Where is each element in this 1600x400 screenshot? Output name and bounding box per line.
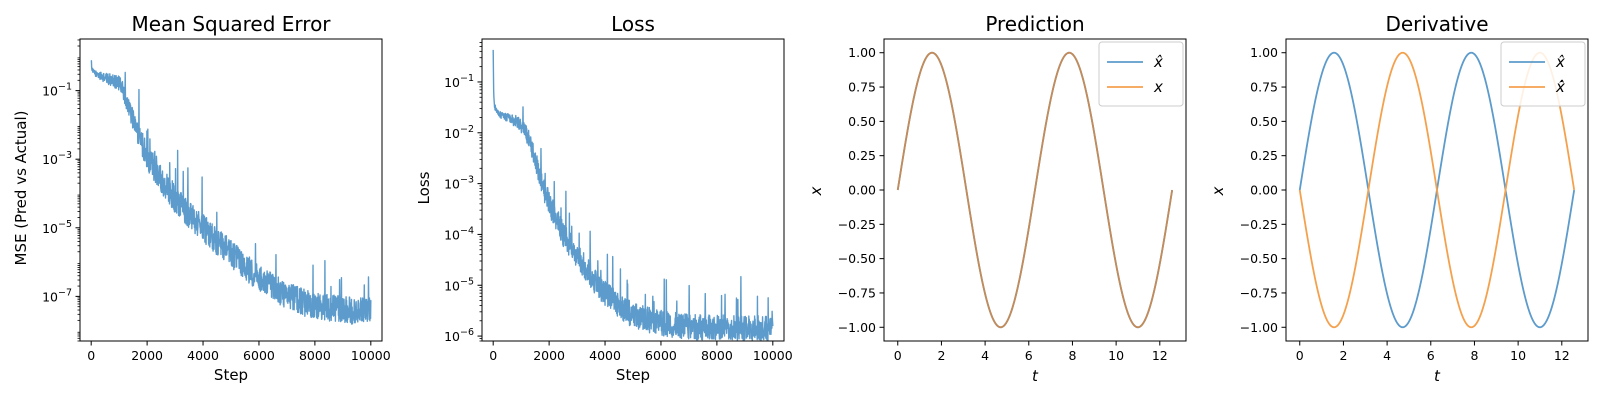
- derivative-ytick-label: −0.25: [1240, 217, 1278, 232]
- prediction-xtick-label: 12: [1152, 348, 1168, 363]
- derivative-xlabel: t: [1434, 367, 1441, 385]
- prediction-legend-label-1: x̂: [1153, 53, 1163, 71]
- loss-ytick-label: 10−6: [444, 327, 474, 344]
- prediction-xtick-label: 4: [981, 348, 989, 363]
- derivative-ytick-label: −0.50: [1240, 251, 1278, 266]
- loss-xtick-label: 2000: [533, 348, 565, 363]
- derivative-xtick-label: 12: [1554, 348, 1570, 363]
- prediction-chart: Prediction t x: [807, 12, 1085, 385]
- loss-chart: Loss Step Loss: [415, 12, 655, 384]
- loss-xtick-label: 8000: [701, 348, 733, 363]
- mse-series-group: [90, 60, 372, 325]
- derivative-ytick-label: −0.75: [1240, 285, 1278, 300]
- mse-chart: Mean Squared Error Step MSE (Pred vs Act…: [12, 12, 331, 384]
- loss-title: Loss: [611, 12, 655, 36]
- loss-xtick-label: 0: [489, 348, 497, 363]
- mse-series-1-line: [90, 60, 372, 325]
- derivative-xtick-label: 8: [1470, 348, 1478, 363]
- derivative-ytick-label: 0.25: [1250, 148, 1278, 163]
- loss-xtick-label: 6000: [645, 348, 677, 363]
- loss-ylabel: Loss: [415, 171, 433, 204]
- mse-ytick-label: 10−5: [42, 219, 72, 236]
- mse-xtick-label: 10000: [351, 348, 391, 363]
- loss-axes-frame: [481, 38, 785, 342]
- loss-ytick-label: 10−3: [444, 175, 474, 192]
- prediction-ytick-label: 0.00: [848, 183, 876, 198]
- derivative-legend-label-1: x̂: [1555, 53, 1565, 71]
- derivative-ytick-label: 1.00: [1250, 45, 1278, 60]
- derivative-xtick-label: 10: [1510, 348, 1526, 363]
- mse-xtick-label: 6000: [243, 348, 275, 363]
- prediction-xtick-label: 8: [1068, 348, 1076, 363]
- prediction-ytick-label: 0.50: [848, 114, 876, 129]
- prediction-title: Prediction: [985, 12, 1084, 36]
- derivative-ytick-label: 0.00: [1250, 183, 1278, 198]
- mse-title: Mean Squared Error: [131, 12, 331, 36]
- derivative-xtick-label: 6: [1427, 348, 1435, 363]
- loss-ytick-label: 10−2: [444, 124, 474, 141]
- prediction-ytick-label: −0.75: [838, 285, 876, 300]
- prediction-ytick-label: 0.75: [848, 80, 876, 95]
- prediction-ytick-label: −1.00: [838, 320, 876, 335]
- mse-ytick-label: 10−3: [42, 150, 72, 167]
- prediction-legend-label-2: x: [1153, 78, 1163, 96]
- prediction-ytick-label: −0.50: [838, 251, 876, 266]
- mse-xtick-label: 2000: [131, 348, 163, 363]
- loss-series-1-line: [492, 49, 774, 341]
- prediction-ytick-label: −0.25: [838, 217, 876, 232]
- derivative-legend-label-2: x̂̇: [1555, 78, 1565, 96]
- prediction-xtick-label: 10: [1108, 348, 1124, 363]
- loss-ytick-label: 10−4: [444, 225, 474, 242]
- prediction-xtick-label: 0: [894, 348, 902, 363]
- prediction-plot: 0 2 4 6 8 10 12 1.00 0.75 0.50 0.25 0.00 −0.25 −0.50 −…: [838, 38, 1187, 363]
- mse-plot: 0 2000 4000 6000 8000 10000 10−1 10−3 10−5 10−7: [42, 38, 391, 363]
- mse-xtick-label: 4000: [187, 348, 219, 363]
- loss-ytick-label: 10−5: [444, 276, 474, 293]
- loss-xtick-label: 10000: [753, 348, 793, 363]
- loss-xlabel: Step: [616, 366, 650, 384]
- derivative-xtick-label: 2: [1339, 348, 1347, 363]
- chart-marks: 0 2000 4000 6000 8000 10000 10−1 10−3 10−5 10−7 0 2…: [42, 38, 1589, 363]
- derivative-chart: Derivative t x: [1209, 12, 1489, 385]
- derivative-ytick-label: 0.75: [1250, 80, 1278, 95]
- mse-axes-frame: [79, 38, 383, 342]
- prediction-xtick-label: 6: [1025, 348, 1033, 363]
- mse-xtick-label: 8000: [299, 348, 331, 363]
- derivative-xtick-label: 0: [1296, 348, 1304, 363]
- mse-ytick-label: 10−7: [42, 287, 72, 304]
- derivative-ytick-label: −1.00: [1240, 320, 1278, 335]
- loss-xtick-label: 4000: [589, 348, 621, 363]
- prediction-xtick-label: 2: [937, 348, 945, 363]
- mse-ylabel: MSE (Pred vs Actual): [12, 110, 30, 265]
- loss-ytick-label: 10−1: [444, 73, 474, 90]
- derivative-xtick-label: 4: [1383, 348, 1391, 363]
- prediction-ylabel: x: [807, 186, 825, 196]
- prediction-ytick-label: 1.00: [848, 45, 876, 60]
- loss-plot: 0 2000 4000 6000 8000 10000 10−1 10−2 10−3 10−4 10…: [444, 38, 793, 363]
- derivative-plot: 0 2 4 6 8 10 12 1.00 0.75 0.50 0.25 0.00 −0.25 −0.50 −…: [1240, 38, 1589, 363]
- derivative-ytick-label: 0.50: [1250, 114, 1278, 129]
- mse-xtick-label: 0: [87, 348, 95, 363]
- derivative-title: Derivative: [1385, 12, 1488, 36]
- prediction-ytick-label: 0.25: [848, 148, 876, 163]
- mse-ytick-label: 10−1: [42, 82, 72, 99]
- prediction-series-group: [896, 51, 1174, 329]
- prediction-xlabel: t: [1032, 367, 1039, 385]
- derivative-ylabel: x: [1209, 186, 1227, 196]
- derivative-legend-box: [1500, 41, 1586, 107]
- loss-series-group: [492, 49, 774, 341]
- mse-xlabel: Step: [214, 366, 248, 384]
- prediction-legend-box: [1098, 41, 1184, 107]
- prediction-series-2-line: [896, 51, 1174, 329]
